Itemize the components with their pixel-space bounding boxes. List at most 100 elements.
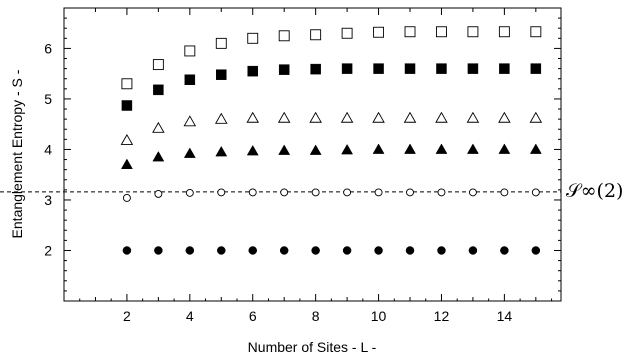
filled-triangle-point <box>152 151 165 162</box>
open-square-point <box>498 26 510 38</box>
open-square-point <box>215 37 227 49</box>
open-triangle-point <box>152 121 165 133</box>
open-square-point <box>310 29 322 41</box>
open-circle-point <box>500 188 509 197</box>
open-circle-point <box>185 188 194 197</box>
open-square-point <box>373 26 385 38</box>
filled-square-point <box>310 63 321 75</box>
filled-circle-point <box>342 246 352 255</box>
open-triangle-point <box>120 133 134 145</box>
open-triangle-point <box>372 111 385 123</box>
open-circle-point <box>374 188 383 197</box>
filled-square-point <box>216 69 227 80</box>
filled-circle-point <box>311 246 320 255</box>
filled-triangle-point <box>404 143 416 154</box>
open-square-point <box>278 30 290 42</box>
plot-frame <box>63 7 562 302</box>
filled-square-point <box>499 63 510 74</box>
filled-square-point <box>341 63 353 74</box>
reference-line-label: 𝒮∞(2) <box>566 180 623 202</box>
open-triangle-point <box>529 111 543 123</box>
y-tick-label: 6 <box>44 40 52 56</box>
y-axis-label: Entanglement Entropy - S - <box>9 69 25 238</box>
open-circle-point <box>280 188 289 197</box>
open-circle-point <box>468 188 477 197</box>
open-triangle-point <box>498 111 511 123</box>
open-triangle-point <box>340 111 354 123</box>
filled-triangle-point <box>215 145 228 157</box>
filled-circle-point <box>279 246 289 255</box>
open-triangle-point <box>277 111 291 123</box>
ticks <box>64 8 561 301</box>
x-tick-label: 4 <box>186 308 194 324</box>
open-triangle-point <box>183 115 197 127</box>
data-points <box>120 26 543 255</box>
open-triangle-point <box>309 111 322 123</box>
open-triangle-point <box>246 111 260 123</box>
filled-square-point <box>121 100 133 111</box>
x-tick-label: 10 <box>371 308 387 324</box>
filled-circle-point <box>217 246 226 255</box>
x-tick-label: 8 <box>312 308 320 324</box>
filled-square-point <box>467 63 479 74</box>
filled-circle-point <box>374 246 383 255</box>
open-square-point <box>404 26 416 38</box>
filled-circle-point <box>405 246 415 255</box>
x-tick-label: 6 <box>249 308 257 324</box>
open-circle-point <box>154 189 163 198</box>
filled-square-point <box>184 74 196 85</box>
y-tick-label: 2 <box>44 242 52 258</box>
y-tick-labels: 2 3 4 5 6 <box>44 40 52 258</box>
open-circle-point <box>343 188 352 197</box>
open-square-point <box>184 45 196 57</box>
filled-triangle-point <box>246 144 259 156</box>
x-axis-label: Number of Sites - L - <box>248 339 377 355</box>
open-circle-point <box>437 188 446 197</box>
open-square-point <box>247 32 259 44</box>
filled-circle-point <box>468 246 478 255</box>
filled-triangle-point <box>183 147 196 158</box>
open-square-point <box>530 26 542 38</box>
open-square-point <box>341 27 353 39</box>
open-circle-point <box>311 188 320 197</box>
open-square-point <box>121 78 133 90</box>
y-tick-label: 5 <box>44 91 52 107</box>
filled-triangle-point <box>529 143 542 154</box>
filled-square-point <box>404 63 416 74</box>
filled-square-point <box>373 63 384 74</box>
open-triangle-point <box>403 111 417 123</box>
y-tick-label: 4 <box>44 141 52 157</box>
filled-triangle-point <box>278 144 291 155</box>
x-tick-labels: 2 4 6 8 10 12 14 <box>123 308 512 324</box>
filled-circle-point <box>122 246 132 255</box>
open-circle-point <box>217 188 226 197</box>
open-triangle-point <box>215 112 228 124</box>
open-circle-point <box>122 193 131 202</box>
open-square-point <box>467 26 479 38</box>
filled-triangle-point <box>120 158 133 169</box>
filled-triangle-point <box>372 143 385 154</box>
filled-square-point <box>278 64 290 75</box>
open-circle-point <box>248 188 257 197</box>
filled-triangle-point <box>309 144 322 155</box>
open-circle-point <box>406 188 414 197</box>
filled-triangle-point <box>466 143 479 154</box>
x-tick-label: 12 <box>434 308 450 324</box>
filled-triangle-point <box>498 143 511 154</box>
filled-square-point <box>247 65 258 77</box>
filled-circle-point <box>248 246 257 255</box>
filled-triangle-point <box>435 143 448 154</box>
open-triangle-point <box>466 111 480 123</box>
filled-square-point <box>153 84 164 96</box>
x-tick-label: 2 <box>123 308 131 324</box>
open-square-point <box>436 26 447 38</box>
y-tick-label: 3 <box>44 192 52 208</box>
filled-circle-point <box>500 246 509 255</box>
open-triangle-point <box>435 111 448 123</box>
open-square-point <box>152 59 164 71</box>
x-tick-label: 14 <box>497 308 513 324</box>
filled-triangle-point <box>341 143 354 155</box>
filled-square-point <box>436 63 447 74</box>
filled-circle-point <box>185 246 195 255</box>
